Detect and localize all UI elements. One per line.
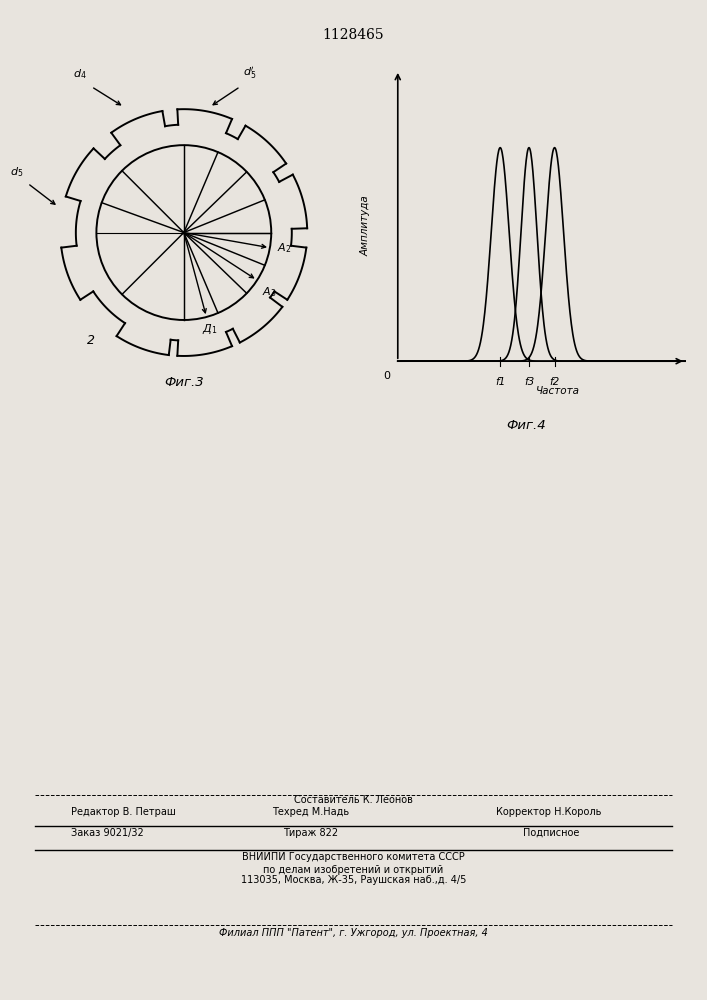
Text: Редактор В. Петраш: Редактор В. Петраш bbox=[71, 807, 175, 817]
Text: 1128465: 1128465 bbox=[322, 28, 385, 42]
Text: Корректор Н.Король: Корректор Н.Король bbox=[496, 807, 601, 817]
Text: $Д_1$: $Д_1$ bbox=[202, 323, 217, 336]
Text: Фиг.3: Фиг.3 bbox=[164, 376, 204, 389]
Text: $A_3$: $A_3$ bbox=[262, 285, 276, 299]
Text: f2: f2 bbox=[549, 377, 560, 387]
Text: Частота: Частота bbox=[536, 386, 580, 396]
Text: $A_2$: $A_2$ bbox=[277, 241, 291, 255]
Text: Подписное: Подписное bbox=[523, 828, 580, 838]
Text: $d_5^{\prime}$: $d_5^{\prime}$ bbox=[243, 65, 257, 81]
Text: f3: f3 bbox=[524, 377, 534, 387]
Text: f1: f1 bbox=[495, 377, 506, 387]
Text: Фиг.4: Фиг.4 bbox=[506, 419, 546, 432]
Text: $d_4$: $d_4$ bbox=[73, 68, 86, 81]
Text: Заказ 9021/32: Заказ 9021/32 bbox=[71, 828, 144, 838]
Text: Тираж 822: Тираж 822 bbox=[284, 828, 339, 838]
Text: Филиал ППП "Патент", г. Ужгород, ул. Проектная, 4: Филиал ППП "Патент", г. Ужгород, ул. Про… bbox=[219, 928, 488, 938]
Text: $d_5$: $d_5$ bbox=[10, 165, 23, 179]
Text: Составитель К. Леонов: Составитель К. Леонов bbox=[294, 795, 413, 805]
Text: Амплитуда: Амплитуда bbox=[361, 195, 370, 256]
Text: по делам изобретений и открытий: по делам изобретений и открытий bbox=[264, 865, 443, 875]
Text: ВНИИПИ Государственного комитета СССР: ВНИИПИ Государственного комитета СССР bbox=[242, 852, 465, 862]
Text: Техред М.Надь: Техред М.Надь bbox=[272, 807, 350, 817]
Text: 2: 2 bbox=[87, 334, 95, 347]
Text: 113035, Москва, Ж-35, Раушская наб.,д. 4/5: 113035, Москва, Ж-35, Раушская наб.,д. 4… bbox=[241, 875, 466, 885]
Text: 0: 0 bbox=[382, 371, 390, 381]
